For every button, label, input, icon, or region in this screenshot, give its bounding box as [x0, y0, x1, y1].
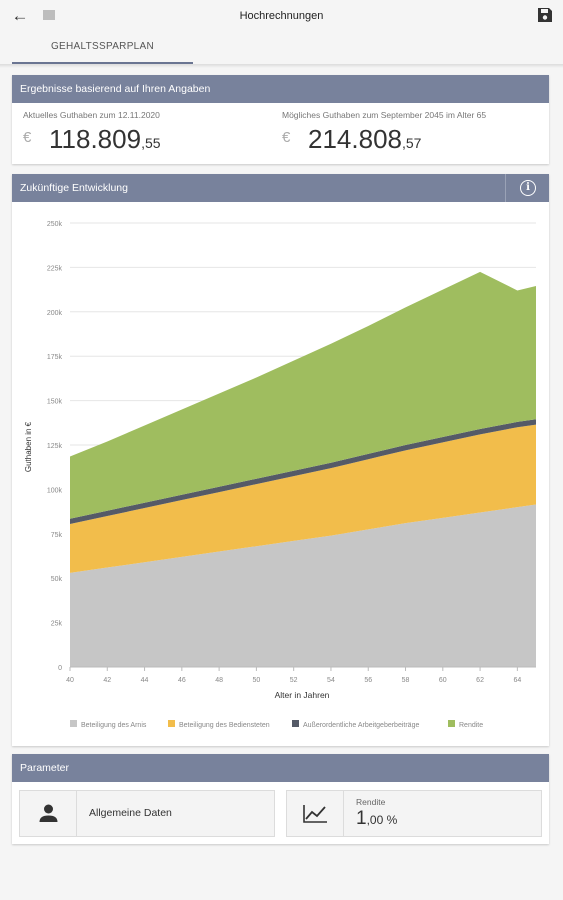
- area-series-1: [70, 504, 536, 667]
- development-header: Zukünftige Entwicklung i: [12, 174, 549, 202]
- legend-label: Rendite: [459, 722, 483, 729]
- possible-balance-int: 214.808: [308, 124, 402, 154]
- legend-label: Beteiligung des Bediensteten: [179, 722, 270, 729]
- legend-swatch: [70, 720, 77, 727]
- current-balance: Aktuelles Guthaben zum 12.11.2020 € 118.…: [23, 110, 161, 154]
- legend-item[interactable]: Beteiligung des Arnis: [70, 720, 147, 729]
- y-tick-label: 125k: [47, 443, 63, 450]
- y-tick-label: 0: [58, 665, 62, 672]
- tab-bar: GEHALTSSPARPLAN: [0, 34, 563, 65]
- area-series-3: [70, 419, 536, 525]
- possible-balance-label: Mögliches Guthaben zum September 2045 im…: [282, 110, 487, 120]
- y-tick-label: 225k: [47, 265, 63, 272]
- y-axis-label: Guthaben in €: [24, 421, 33, 472]
- possible-balance-dec: ,57: [401, 135, 422, 151]
- parameters-card: Parameter Allgemeine Daten Rendite 1,00 …: [12, 754, 549, 844]
- header-divider: [505, 174, 506, 202]
- area-series-4: [70, 271, 536, 519]
- x-tick-label: 60: [439, 677, 447, 684]
- possible-balance: Mögliches Guthaben zum September 2045 im…: [282, 110, 487, 154]
- info-circle-icon[interactable]: i: [520, 180, 536, 196]
- euro-icon: €: [23, 129, 32, 146]
- page-title: Hochrechnungen: [239, 10, 324, 22]
- x-tick-label: 40: [66, 677, 74, 684]
- development-chart: 0 25k 50k 75k 100k 125k 150k 175k 200k 225k 250k 4…: [24, 221, 536, 729]
- euro-icon: €: [282, 129, 291, 146]
- legend-item[interactable]: Außerordentliche Arbeitgeberbeiträge: [292, 720, 419, 729]
- arrow-left-icon[interactable]: ←: [11, 6, 29, 25]
- current-balance-value: 118.809,55: [49, 124, 161, 155]
- yield-label: Rendite: [356, 797, 386, 807]
- x-tick-label: 44: [141, 677, 149, 684]
- line-chart-icon: [287, 791, 344, 836]
- development-card: Zukünftige Entwicklung i 0 25k 50k 75k 100k 1…: [12, 174, 549, 746]
- menu-icon[interactable]: [43, 10, 55, 20]
- legend-label: Beteiligung des Arnis: [81, 722, 147, 729]
- yield-value-dec: ,00 %: [366, 813, 398, 827]
- x-tick-label: 52: [290, 677, 298, 684]
- legend-item[interactable]: Beteiligung des Bediensteten: [168, 720, 270, 729]
- y-tick-label: 50k: [51, 576, 63, 583]
- area-series-2: [70, 424, 536, 573]
- person-icon: [20, 791, 77, 836]
- y-tick-label: 175k: [47, 354, 63, 361]
- yield-value: 1,00 %: [356, 808, 397, 830]
- general-data-button[interactable]: Allgemeine Daten: [19, 790, 275, 837]
- x-tick-label: 42: [103, 677, 111, 684]
- possible-balance-value: 214.808,57: [308, 124, 421, 155]
- y-tick-label: 100k: [47, 487, 63, 494]
- yield-parameter[interactable]: Rendite 1,00 %: [286, 790, 542, 837]
- top-app-bar: ← Hochrechnungen: [0, 0, 563, 34]
- legend-swatch: [448, 720, 455, 727]
- y-tick-label: 200k: [47, 310, 63, 317]
- legend-label: Außerordentliche Arbeitgeberbeiträge: [303, 722, 419, 729]
- legend-swatch: [168, 720, 175, 727]
- x-tick-label: 50: [253, 677, 261, 684]
- current-balance-dec: ,55: [141, 135, 161, 151]
- development-title: Zukünftige Entwicklung: [20, 182, 128, 194]
- parameters-header: Parameter: [12, 754, 549, 782]
- y-tick-label: 75k: [51, 532, 63, 539]
- results-card: Ergebnisse basierend auf Ihren Angaben A…: [12, 75, 549, 164]
- current-balance-int: 118.809: [49, 124, 142, 154]
- x-tick-label: 48: [215, 677, 223, 684]
- y-tick-label: 150k: [47, 399, 63, 406]
- general-data-label: Allgemeine Daten: [89, 807, 172, 819]
- legend-item[interactable]: Rendite: [448, 720, 483, 729]
- x-tick-label: 62: [476, 677, 484, 684]
- x-tick-label: 58: [402, 677, 410, 684]
- x-tick-label: 64: [513, 677, 521, 684]
- tab-label: GEHALTSSPARPLAN: [50, 41, 155, 52]
- results-header: Ergebnisse basierend auf Ihren Angaben: [12, 75, 549, 103]
- x-tick-label: 56: [364, 677, 372, 684]
- x-axis-label: Alter in Jahren: [275, 690, 330, 700]
- floppy-disk-icon[interactable]: [536, 6, 554, 24]
- current-balance-label: Aktuelles Guthaben zum 12.11.2020: [23, 110, 160, 120]
- yield-value-int: 1: [356, 808, 367, 829]
- y-tick-label: 250k: [47, 221, 63, 228]
- tab-gehaltssparplan[interactable]: GEHALTSSPARPLAN: [12, 34, 193, 65]
- legend-swatch: [292, 720, 299, 727]
- x-tick-label: 54: [327, 677, 335, 684]
- header-shadow: [0, 64, 563, 68]
- y-tick-label: 25k: [51, 621, 63, 628]
- tab-active-indicator: [12, 62, 193, 65]
- x-tick-label: 46: [178, 677, 186, 684]
